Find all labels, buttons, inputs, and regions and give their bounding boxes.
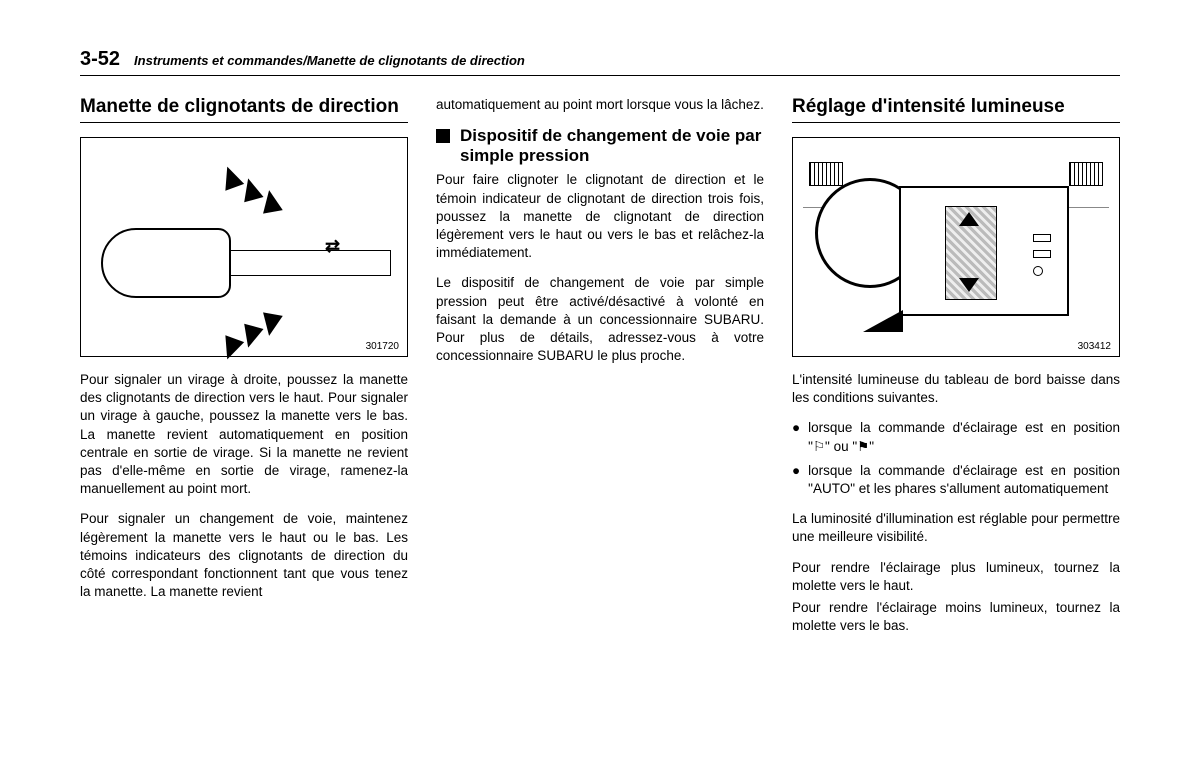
list-item-text: lorsque la commande d'éclairage est en p… — [808, 419, 1120, 455]
subsection-heading: Dispositif de changement de voie par sim… — [436, 126, 764, 165]
dashboard-illustration — [803, 148, 1109, 346]
bullet-list: ● lorsque la commande d'éclairage est en… — [792, 419, 1120, 498]
figure-id: 301720 — [366, 341, 399, 352]
callout-box — [899, 186, 1069, 316]
column-2: automatiquement au point mort lorsque vo… — [436, 96, 764, 647]
breadcrumb: Instruments et commandes/Manette de clig… — [134, 53, 525, 68]
bullet-dot-icon: ● — [792, 462, 800, 498]
section-title-turn-signal: Manette de clignotants de direction — [80, 96, 408, 118]
arrow-up-icon — [959, 212, 979, 226]
figure-turn-signal-lever: ⇄ 301720 — [80, 137, 408, 357]
list-item: ● lorsque la commande d'éclairage est en… — [792, 419, 1120, 455]
bullet-dot-icon: ● — [792, 419, 800, 455]
arrow-down-icon — [259, 312, 283, 337]
list-item-text: lorsque la commande d'éclairage est en p… — [808, 462, 1120, 498]
paragraph: L'intensité lumineuse du tableau de bord… — [792, 371, 1120, 407]
title-rule — [792, 122, 1120, 123]
paragraph: Pour signaler un virage à droite, pousse… — [80, 371, 408, 499]
arrow-left-right-icon: ⇄ — [325, 236, 340, 257]
column-1: Manette de clignotants de direction ⇄ 30… — [80, 96, 408, 647]
list-item: ● lorsque la commande d'éclairage est en… — [792, 462, 1120, 498]
paragraph: Pour rendre l'éclairage plus lumineux, t… — [792, 559, 1120, 595]
air-vent-icon — [809, 162, 843, 186]
manual-page: 3-52 Instruments et commandes/Manette de… — [0, 0, 1200, 687]
page-number: 3-52 — [80, 48, 120, 71]
figure-id: 303412 — [1078, 341, 1111, 352]
square-bullet-icon — [436, 129, 450, 143]
figure-brightness-dial: 303412 — [792, 137, 1120, 357]
paragraph: Le dispositif de changement de voie par … — [436, 274, 764, 365]
content-columns: Manette de clignotants de direction ⇄ 30… — [80, 96, 1120, 647]
paragraph-continuation: automatiquement au point mort lorsque vo… — [436, 96, 764, 114]
title-rule — [80, 122, 408, 123]
air-vent-icon — [1069, 162, 1103, 186]
panel-buttons-icon — [1033, 234, 1051, 276]
paragraph: Pour rendre l'éclairage moins lumineux, … — [792, 599, 1120, 635]
column-3: Réglage d'intensité lumineuse — [792, 96, 1120, 647]
paragraph: Pour faire clignoter le clignotant de di… — [436, 171, 764, 262]
subsection-title: Dispositif de changement de voie par sim… — [460, 126, 764, 165]
section-title-brightness: Réglage d'intensité lumineuse — [792, 96, 1120, 118]
paragraph: Pour signaler un changement de voie, mai… — [80, 510, 408, 601]
page-header: 3-52 Instruments et commandes/Manette de… — [80, 48, 1120, 76]
arrow-up-icon — [259, 188, 283, 213]
arrow-down-icon — [959, 278, 979, 292]
paragraph: La luminosité d'illumination est réglabl… — [792, 510, 1120, 546]
